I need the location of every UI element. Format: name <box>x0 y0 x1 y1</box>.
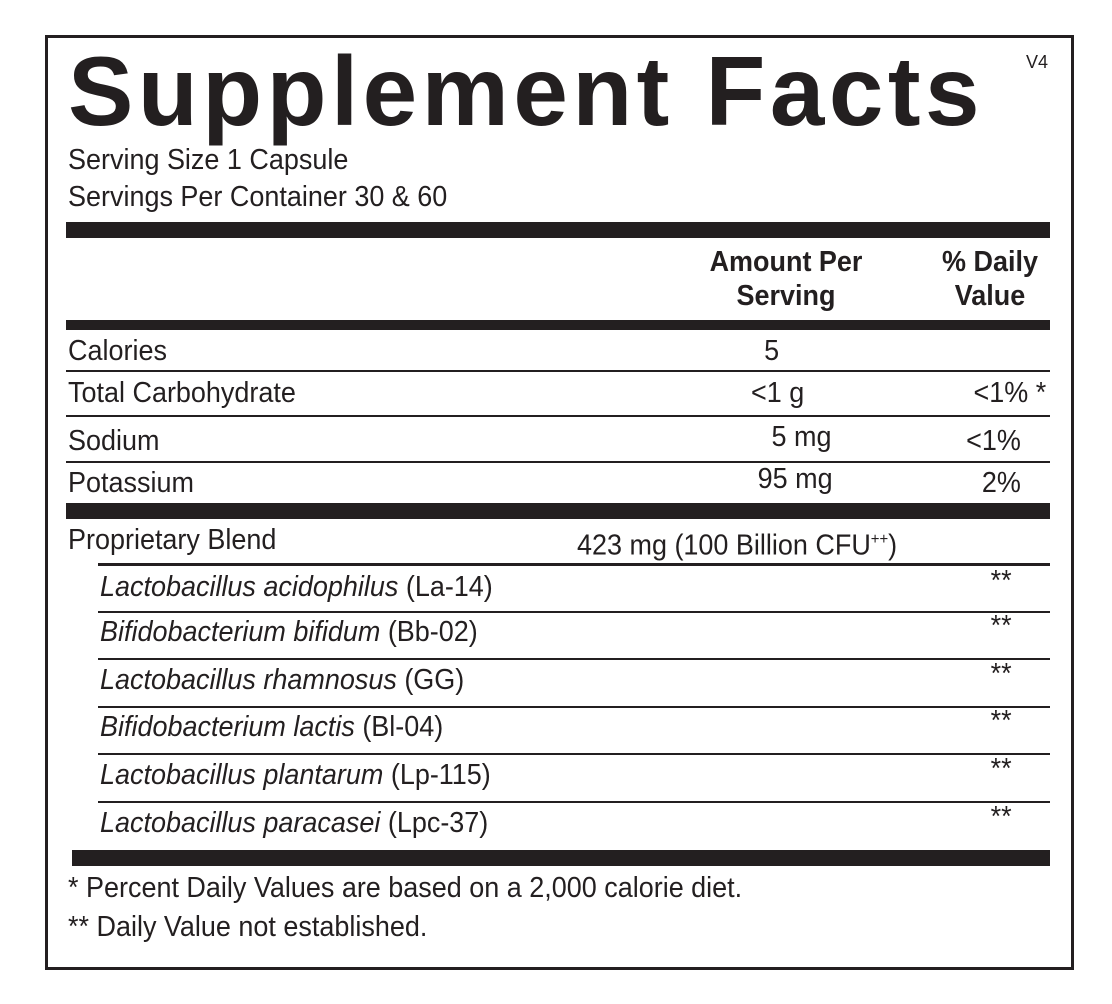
ingredient-dv: ** <box>991 753 1012 785</box>
nutrient-amount: 5 mg <box>771 421 831 453</box>
row-divider <box>98 611 1050 613</box>
blend-amount-close: ) <box>888 529 898 562</box>
ingredient-name: Lactobacillus paracasei (Lpc-37) <box>100 806 488 840</box>
dv-header: % Daily Value <box>916 245 1065 313</box>
label-title: Supplement Facts <box>68 36 985 146</box>
row-divider <box>66 461 1050 463</box>
row-divider <box>66 415 1050 417</box>
ingredient-species: Lactobacillus paracasei <box>100 807 381 839</box>
blend-amount-sup: ++ <box>870 531 889 548</box>
footnote-2: ** Daily Value not established. <box>68 911 428 943</box>
ingredient-name: Bifidobacterium lactis (Bl-04) <box>100 710 443 744</box>
amount-header-line1: Amount Per <box>709 246 863 278</box>
nutrient-name: Total Carbohydrate <box>68 377 296 409</box>
ingredient-name: Lactobacillus rhamnosus (GG) <box>100 663 464 697</box>
row-divider <box>98 563 1050 566</box>
blend-amount-text: 423 mg (100 Billion CFU <box>577 529 871 562</box>
servings-per-container: Servings Per Container 30 & 60 <box>68 181 448 213</box>
row-divider <box>98 658 1050 660</box>
ingredient-name: Lactobacillus plantarum (Lp-115) <box>100 758 491 792</box>
ingredient-strain: (La-14) <box>398 571 493 603</box>
ingredient-name: Lactobacillus acidophilus (La-14) <box>100 570 493 604</box>
serving-size: Serving Size 1 Capsule <box>68 144 349 176</box>
ingredient-strain: (Lp-115) <box>383 759 491 791</box>
nutrient-name: Potassium <box>68 467 194 499</box>
ingredient-dv: ** <box>991 565 1012 597</box>
nutrient-amount: <1 g <box>750 377 804 409</box>
row-divider <box>98 706 1050 708</box>
ingredient-strain: (Lpc-37) <box>380 807 489 839</box>
version-mark: V4 <box>1026 52 1049 72</box>
nutrient-dv: <1% <box>966 425 1021 457</box>
ingredient-strain: (Bb-02) <box>380 616 478 648</box>
nutrient-dv: 2% <box>982 467 1021 499</box>
ingredient-strain: (Bl-04) <box>354 711 444 743</box>
ingredient-dv: ** <box>991 658 1012 690</box>
ingredient-species: Bifidobacterium lactis <box>100 711 355 743</box>
row-divider <box>98 801 1050 803</box>
ingredient-species: Lactobacillus plantarum <box>100 759 384 791</box>
nutrient-dv: <1% * <box>973 377 1046 409</box>
dv-header-line2: Value <box>954 280 1026 312</box>
ingredient-species: Lactobacillus rhamnosus <box>100 664 397 696</box>
footnote-1: * Percent Daily Values are based on a 2,… <box>68 872 743 904</box>
amount-header-line2: Serving <box>736 280 836 312</box>
ingredient-dv: ** <box>991 610 1012 642</box>
dv-header-line1: % Daily <box>942 246 1038 278</box>
thick-divider <box>72 850 1050 866</box>
nutrient-amount: 5 <box>763 335 779 367</box>
ingredient-name: Bifidobacterium bifidum (Bb-02) <box>100 615 478 649</box>
row-divider <box>66 370 1050 372</box>
medium-divider <box>66 320 1050 330</box>
ingredient-dv: ** <box>991 705 1012 737</box>
thick-divider <box>66 222 1050 238</box>
label-border <box>45 35 1074 970</box>
row-divider <box>98 753 1050 755</box>
ingredient-strain: (GG) <box>396 664 465 696</box>
ingredient-dv: ** <box>991 801 1012 833</box>
nutrient-name: Sodium <box>68 425 160 457</box>
nutrient-name: Calories <box>68 335 167 367</box>
amount-header: Amount Per Serving <box>693 245 879 313</box>
blend-amount: 423 mg (100 Billion CFU++) <box>577 523 897 563</box>
thick-divider <box>66 503 1050 519</box>
blend-name: Proprietary Blend <box>68 524 277 556</box>
ingredient-species: Bifidobacterium bifidum <box>100 616 381 648</box>
ingredient-species: Lactobacillus acidophilus <box>100 571 399 603</box>
nutrient-amount: 95 mg <box>758 463 833 495</box>
